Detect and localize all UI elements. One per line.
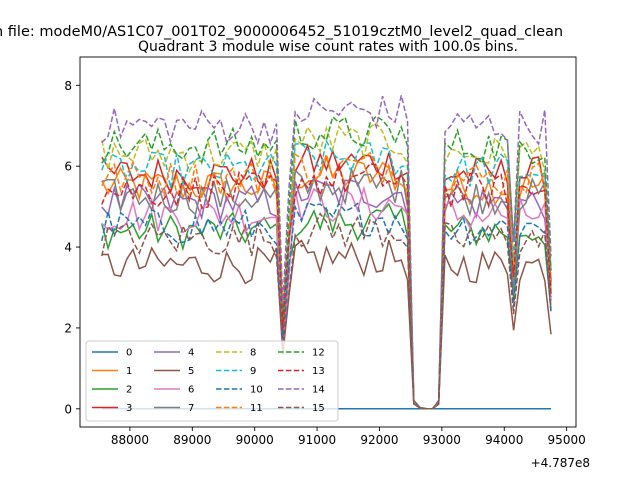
x-tick-label: 91000 — [298, 433, 336, 447]
x-tick-label: 90000 — [236, 433, 274, 447]
series-line-6 — [101, 185, 552, 410]
legend-label-11: 11 — [250, 403, 263, 414]
legend-label-9: 9 — [250, 366, 256, 377]
x-tick-label: 93000 — [423, 433, 461, 447]
x-offset-label: +4.787e8 — [531, 456, 590, 470]
legend-label-2: 2 — [126, 385, 132, 396]
legend-label-10: 10 — [250, 385, 263, 396]
y-tick-label: 0 — [64, 402, 72, 416]
series-line-11 — [101, 151, 552, 410]
x-tick-label: 95000 — [548, 433, 586, 447]
legend-label-13: 13 — [312, 366, 325, 377]
series-line-10 — [101, 201, 552, 410]
legend-label-7: 7 — [188, 403, 194, 414]
y-tick-label: 6 — [64, 160, 72, 174]
chart-title: Quadrant 3 module wise count rates with … — [138, 39, 518, 55]
series-line-14 — [101, 95, 552, 410]
series-line-4 — [101, 178, 552, 410]
series-line-13 — [101, 162, 552, 410]
x-tick-label: 92000 — [360, 433, 398, 447]
legend-label-5: 5 — [188, 366, 194, 377]
x-tick-label: 94000 — [485, 433, 523, 447]
series-line-1 — [101, 155, 552, 410]
y-tick-label: 4 — [64, 241, 72, 255]
x-tick-label: 89000 — [173, 433, 211, 447]
legend-label-12: 12 — [312, 348, 325, 359]
series-line-7 — [101, 166, 552, 410]
legend-label-14: 14 — [312, 385, 325, 396]
series-line-9 — [101, 138, 552, 410]
axes: 88000 89000 90000 91000 92000 93000 94000 95000… — [64, 56, 586, 447]
chart-suptitle: n file: modeM0/AS1C07_001T02_9000006452_… — [0, 24, 563, 40]
series-line-15 — [101, 212, 552, 410]
legend-label-8: 8 — [250, 348, 256, 359]
legend-label-4: 4 — [188, 348, 194, 359]
y-tick-label: 2 — [64, 321, 72, 335]
legend-box — [85, 340, 339, 422]
legend-label-15: 15 — [312, 403, 325, 414]
legend-label-3: 3 — [126, 403, 132, 414]
legend-label-6: 6 — [188, 385, 194, 396]
y-tick-label: 8 — [64, 79, 72, 93]
axes-frame — [79, 56, 577, 428]
series-line-5 — [101, 239, 552, 410]
plot-area — [101, 95, 552, 410]
series-line-3 — [101, 142, 552, 410]
legend-label-0: 0 — [126, 348, 132, 359]
x-tick-label: 88000 — [111, 433, 149, 447]
legend-label-1: 1 — [126, 366, 132, 377]
